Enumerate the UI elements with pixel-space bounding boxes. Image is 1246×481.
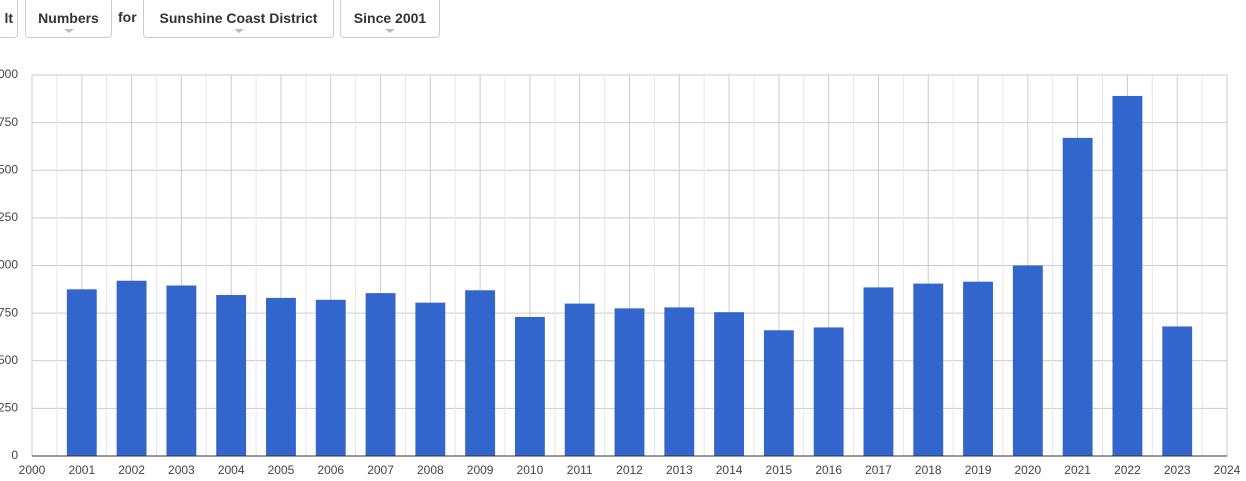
- bar: [1162, 326, 1193, 456]
- x-tick-label: 2024: [1214, 463, 1241, 477]
- x-tick-label: 2015: [766, 463, 793, 477]
- y-tick-label: 1500: [0, 162, 18, 176]
- x-tick-label: 2008: [417, 463, 444, 477]
- bar: [664, 307, 695, 456]
- x-tick-label: 2009: [467, 463, 494, 477]
- x-tick-label: 2001: [68, 463, 95, 477]
- y-tick-label: 1000: [0, 258, 18, 272]
- bar: [763, 330, 794, 456]
- y-tick-label: 1250: [0, 210, 18, 224]
- y-tick-label: 2000: [0, 67, 18, 81]
- bar: [614, 308, 645, 456]
- bar: [465, 290, 496, 456]
- bar: [863, 287, 894, 456]
- bar: [216, 295, 247, 456]
- x-tick-label: 2003: [168, 463, 195, 477]
- bar: [66, 289, 97, 456]
- partial-button[interactable]: lt: [0, 0, 18, 38]
- period-button[interactable]: Since 2001: [340, 0, 440, 38]
- x-tick-label: 2023: [1164, 463, 1191, 477]
- bar: [266, 297, 296, 456]
- bar: [1062, 137, 1093, 457]
- bar: [813, 327, 844, 456]
- bar: [315, 299, 346, 456]
- bar: [514, 316, 545, 456]
- bar: [1012, 265, 1043, 456]
- y-tick-label: 250: [0, 401, 18, 415]
- bar: [963, 281, 993, 456]
- y-tick-label: 750: [0, 305, 18, 319]
- region-button[interactable]: Sunshine Coast District: [143, 0, 334, 38]
- x-tick-label: 2016: [815, 463, 842, 477]
- y-tick-label: 1750: [0, 115, 18, 129]
- bar: [365, 293, 396, 456]
- bar: [714, 312, 745, 456]
- bar: [166, 285, 197, 456]
- x-tick-label: 2018: [915, 463, 942, 477]
- x-tick-label: 2010: [517, 463, 544, 477]
- x-tick-label: 2020: [1014, 463, 1041, 477]
- measure-button[interactable]: Numbers: [25, 0, 112, 38]
- y-tick-label: 0: [11, 448, 18, 462]
- x-tick-label: 2012: [616, 463, 643, 477]
- x-tick-label: 2022: [1114, 463, 1141, 477]
- x-tick-label: 2019: [965, 463, 992, 477]
- x-tick-label: 2004: [218, 463, 245, 477]
- x-tick-label: 2014: [716, 463, 743, 477]
- x-tick-label: 2013: [666, 463, 693, 477]
- x-tick-label: 2000: [19, 463, 46, 477]
- bar: [415, 302, 446, 456]
- connector-text: for: [118, 9, 137, 25]
- x-tick-label: 2007: [367, 463, 394, 477]
- x-tick-label: 2017: [865, 463, 892, 477]
- bar: [913, 283, 944, 456]
- bar: [564, 303, 595, 456]
- x-tick-label: 2005: [268, 463, 295, 477]
- bar: [116, 280, 147, 456]
- bar: [1112, 95, 1143, 456]
- x-tick-label: 2006: [317, 463, 344, 477]
- x-tick-label: 2021: [1064, 463, 1091, 477]
- y-tick-label: 500: [0, 353, 18, 367]
- x-tick-label: 2002: [118, 463, 145, 477]
- x-tick-label: 2011: [567, 463, 593, 477]
